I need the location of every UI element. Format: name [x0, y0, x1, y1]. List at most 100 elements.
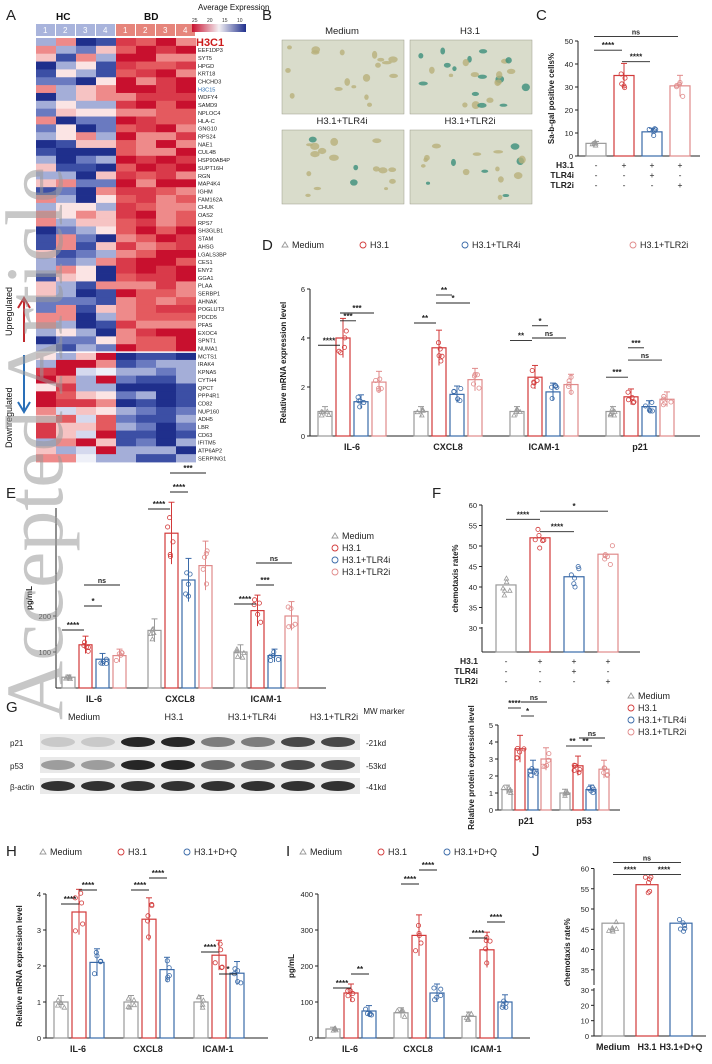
- cell-dot: [418, 81, 428, 86]
- heatmap-cell: [36, 438, 56, 447]
- heatmap-cell: [156, 210, 176, 219]
- data-point: [682, 923, 688, 929]
- cell-dot: [310, 151, 320, 158]
- data-point: [252, 597, 258, 603]
- data-point: [83, 644, 89, 650]
- heatmap-cell: [116, 273, 136, 282]
- cell-dot: [372, 166, 380, 172]
- legend-marker: [183, 848, 191, 856]
- sig-label: *: [526, 707, 530, 716]
- data-point: [647, 876, 653, 882]
- heatmap-cell: [116, 328, 136, 337]
- heatmap-cell: [76, 116, 96, 125]
- data-point: [607, 410, 614, 416]
- y-tick-label: 4: [489, 738, 493, 747]
- data-point: [604, 554, 610, 560]
- heatmap-cell: [76, 414, 96, 424]
- heatmap-cell: [116, 85, 136, 94]
- sig-label: ****: [64, 895, 77, 904]
- lane-label: Medium: [68, 712, 100, 722]
- downregulated-label: Downregulated: [4, 387, 14, 448]
- heatmap-cell: [136, 281, 156, 290]
- condition-label: TLR4i: [454, 666, 478, 676]
- data-point: [255, 611, 261, 617]
- heatmap-cell: [156, 218, 176, 227]
- heatmap-cell: [76, 383, 96, 392]
- condition-mark: +: [650, 170, 655, 180]
- legend-label: Medium: [50, 847, 82, 857]
- blot-strip: [40, 734, 360, 750]
- blot-strip: [40, 778, 360, 794]
- data-point: [166, 965, 172, 971]
- bar: [635, 884, 659, 1037]
- data-point: [343, 328, 349, 334]
- arrow-down-icon: [17, 355, 31, 414]
- heatmap-cell: [116, 155, 136, 165]
- legend-marker: [117, 848, 125, 856]
- heatmap-cell: [56, 320, 76, 329]
- cell-dot: [496, 71, 503, 79]
- data-point: [511, 412, 517, 418]
- sig-label: **: [582, 737, 589, 746]
- sig-label: ****: [153, 500, 166, 509]
- data-point: [503, 578, 510, 585]
- heatmap-cell: [56, 179, 76, 188]
- data-point: [500, 585, 506, 591]
- heatmap-cell: [176, 375, 196, 384]
- axis-break: [478, 624, 486, 627]
- heatmap-cell: [96, 108, 116, 117]
- heatmap-cell: [176, 77, 196, 86]
- data-point: [647, 888, 653, 894]
- category-label: IL-6: [344, 442, 360, 452]
- heatmap-cell: [176, 53, 196, 62]
- heatmap-cell: [36, 92, 56, 102]
- y-tick-label: 0: [37, 1034, 41, 1043]
- gene-label: SERPING1: [198, 456, 226, 462]
- heatmap-cell: [56, 438, 76, 447]
- microscopy-grid: Medium H3.1 H3.1+TLR4i H3.1+TLR2i: [281, 26, 533, 205]
- legend-tick: 20: [207, 18, 213, 24]
- heatmap-cell: [36, 250, 56, 259]
- heatmap-cell: [136, 367, 156, 377]
- category-label: H3.1+D+Q: [659, 1042, 702, 1052]
- blot-band: [321, 760, 355, 770]
- heatmap-cell: [116, 281, 136, 290]
- heatmap-cell: [116, 226, 136, 235]
- heatmap-cell: [116, 359, 136, 369]
- heatmap-cell: [36, 273, 56, 282]
- heatmap-cell: [76, 446, 96, 455]
- heatmap-cell: [96, 336, 116, 345]
- y-tick-label: 10: [581, 1017, 589, 1026]
- heatmap-cell: [96, 359, 116, 369]
- legend-marker: [461, 241, 469, 249]
- heatmap-cell: [76, 77, 96, 86]
- data-point: [662, 400, 668, 406]
- data-point: [642, 874, 648, 880]
- heatmap-cell: [56, 108, 76, 117]
- sig-label: *: [226, 965, 230, 974]
- heatmap-cell: [176, 273, 196, 282]
- heatmap-cell: [176, 155, 196, 165]
- cell-dot: [462, 102, 468, 108]
- heatmap-cell: [156, 273, 176, 282]
- data-point: [219, 964, 225, 970]
- sample-number: 2: [63, 26, 68, 35]
- data-point: [66, 673, 73, 679]
- heatmap-cell: [96, 100, 116, 110]
- panel-label-b: B: [262, 7, 272, 24]
- condition-mark: -: [505, 666, 508, 676]
- category-label: IL-6: [342, 1044, 358, 1054]
- heatmap-cell: [76, 53, 96, 62]
- gene-label: WDFY4: [198, 95, 218, 101]
- panel-label-d: D: [262, 237, 273, 254]
- sample-cell: [116, 24, 135, 36]
- data-point: [468, 1010, 475, 1016]
- data-point: [537, 545, 543, 551]
- heatmap-cell: [76, 430, 96, 439]
- cell-dot: [440, 47, 446, 55]
- data-point: [647, 408, 653, 414]
- y-tick-label: 40: [565, 60, 573, 69]
- gene-label: NUMA1: [198, 347, 218, 353]
- blot-band: [321, 781, 355, 791]
- data-point: [531, 380, 537, 386]
